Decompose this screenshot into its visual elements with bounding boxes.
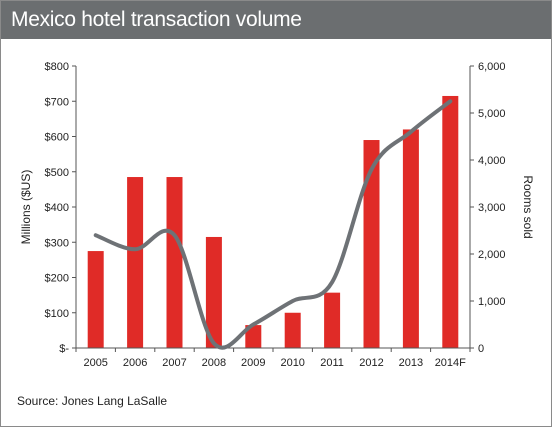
bar-2006 [127, 177, 144, 348]
bar-2009 [245, 325, 262, 348]
y-tick-label: $500 [45, 167, 69, 179]
y2-tick-label: 4,000 [478, 155, 506, 167]
y2-tick-label: 1,000 [478, 296, 506, 308]
rooms-sold-line [93, 99, 453, 350]
x-tick-label: 2011 [320, 357, 344, 369]
bar-2008 [205, 236, 222, 348]
y-tick-label: $100 [45, 308, 69, 320]
y-tick-label: $- [59, 343, 69, 355]
y2-tick-label: 5,000 [478, 108, 506, 120]
x-tick-label: 2007 [162, 357, 186, 369]
x-tick-label: 2010 [280, 357, 304, 369]
bar-2014F [442, 95, 459, 349]
chart-source: Source: Jones Lang LaSalle [17, 394, 168, 408]
x-tick-label: 2014F [435, 357, 466, 369]
bar-2007 [166, 177, 183, 348]
chart-header: Mexico hotel transaction volume [1, 1, 551, 39]
x-tick-label: 2008 [202, 357, 226, 369]
x-tick-label: 2009 [241, 357, 265, 369]
y-tick-label: $600 [45, 132, 69, 144]
x-tick-label: 2005 [83, 357, 107, 369]
y2-tick-label: 6,000 [478, 61, 506, 73]
y2-tick-label: 2,000 [478, 249, 506, 261]
bar-2012 [363, 140, 380, 348]
y-tick-label: $700 [45, 96, 69, 108]
bar-2013 [402, 129, 419, 348]
x-tick-label: 2012 [359, 357, 383, 369]
y2-tick-label: 3,000 [478, 202, 506, 214]
x-tick-label: 2006 [123, 357, 147, 369]
y2-tick-label: 0 [478, 343, 484, 355]
y-tick-label: $200 [45, 273, 69, 285]
y2-axis-title: Rooms sold [521, 175, 535, 238]
bar-2011 [324, 292, 341, 348]
y-tick-label: $800 [45, 61, 69, 73]
bar-2005 [87, 251, 104, 348]
y-tick-label: $400 [45, 202, 69, 214]
y-tick-label: $300 [45, 237, 69, 249]
y-axis-title: Millions ($US) [19, 170, 33, 245]
chart-title: Mexico hotel transaction volume [11, 8, 302, 31]
x-tick-label: 2013 [399, 357, 423, 369]
bar-2010 [284, 312, 301, 348]
